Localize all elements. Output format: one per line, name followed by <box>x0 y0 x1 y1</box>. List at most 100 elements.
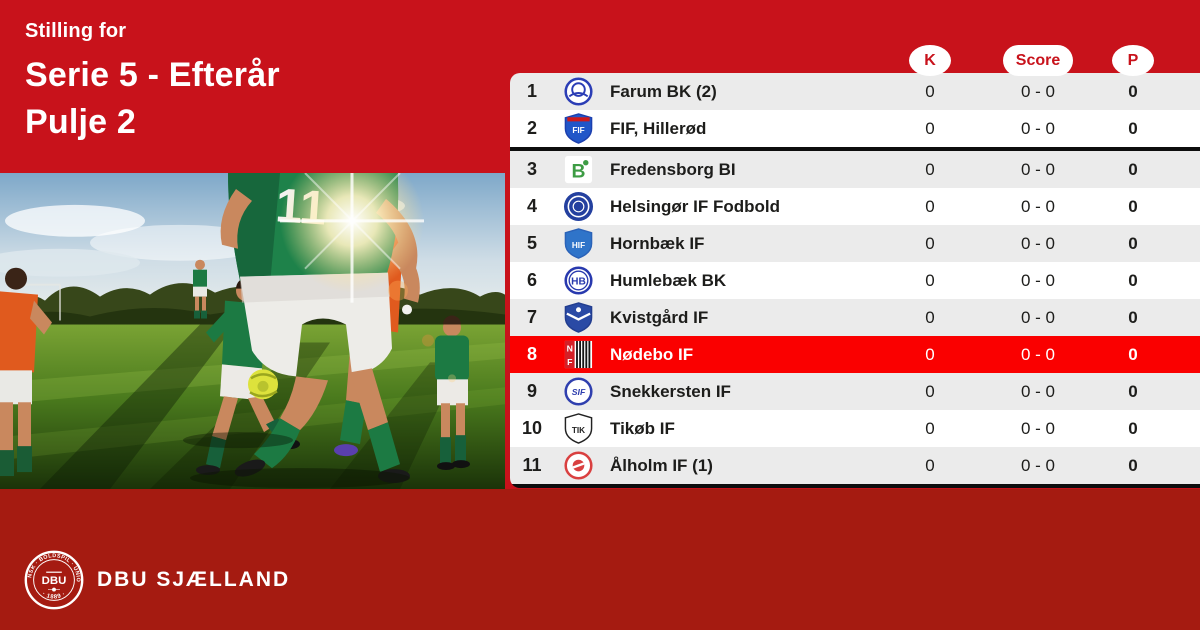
farum-bk-crest <box>554 76 602 107</box>
team-name: Snekkersten IF <box>610 381 731 401</box>
score-cell: 0 - 0 <box>1020 270 1056 290</box>
points-cell: 0 <box>1128 196 1138 216</box>
card-header: Stilling for Serie 5 - Efterår Pulje 2 <box>25 20 280 146</box>
standings-rows: 1 Farum BK (2) 0 0 - 0 0 2 FIF FIF, Hillerød 0 0 … <box>510 73 1200 488</box>
svg-text:HB: HB <box>571 276 586 287</box>
table-row-9: 9 SIF Snekkersten IF 0 0 - 0 0 <box>510 373 1200 410</box>
matches-cell: 0 <box>925 344 935 364</box>
score-cell: 0 - 0 <box>1020 233 1056 253</box>
matches-cell: 0 <box>925 418 935 438</box>
hero-photo: 11 <box>0 173 505 489</box>
score-cell: 0 - 0 <box>1020 118 1056 138</box>
score-cell: 0 - 0 <box>1020 81 1056 101</box>
position-cell: 5 <box>526 233 537 253</box>
eyebrow-text: Stilling for <box>25 20 127 42</box>
position-cell: 4 <box>526 196 537 216</box>
dbu-logo-icon: DANSK · BOLDSPIL · UNION · 1889 · DBU <box>24 550 84 610</box>
fredensborg-bi-crest: B <box>554 154 602 185</box>
tikoeb-if-crest: TIK <box>554 413 602 444</box>
table-bottom-line <box>510 484 1200 488</box>
column-badge-k: K <box>909 45 951 76</box>
kvistgaard-if-crest <box>554 302 602 333</box>
svg-text:DBU: DBU <box>42 575 67 587</box>
svg-text:FIF: FIF <box>572 126 584 135</box>
table-row-5: 5 HIF Hornbæk IF 0 0 - 0 0 <box>510 225 1200 262</box>
points-cell: 0 <box>1128 381 1138 401</box>
position-cell: 8 <box>526 344 537 364</box>
brand-name: DBU SJÆLLAND <box>97 568 291 591</box>
team-name: Nødebo IF <box>610 344 694 364</box>
matches-cell: 0 <box>925 270 935 290</box>
matches-cell: 0 <box>925 381 935 401</box>
position-cell: 6 <box>526 270 537 290</box>
team-name: Fredensborg BI <box>610 159 736 179</box>
fif-hilleroed-crest: FIF <box>554 113 602 144</box>
points-cell: 0 <box>1128 418 1138 438</box>
team-name: Kvistgård IF <box>610 307 709 327</box>
title-line-2: Pulje 2 <box>25 103 137 141</box>
team-name: Hornbæk IF <box>610 233 705 253</box>
hornbaek-if-crest: HIF <box>554 228 602 259</box>
table-row-7: 7 Kvistgård IF 0 0 - 0 0 <box>510 299 1200 336</box>
position-cell: 11 <box>522 455 542 475</box>
table-row-11: 11 Ålholm IF (1) 0 0 - 0 0 <box>510 447 1200 484</box>
table-row-2: 2 FIF FIF, Hillerød 0 0 - 0 0 <box>510 110 1200 147</box>
humlebaek-bk-crest: HB <box>554 265 602 296</box>
svg-text:TIK: TIK <box>571 426 584 435</box>
points-cell: 0 <box>1128 118 1138 138</box>
snekkersten-if-crest: SIF <box>554 376 602 407</box>
points-cell: 0 <box>1128 81 1138 101</box>
team-name: Farum BK (2) <box>610 81 717 101</box>
team-name: Ålholm IF (1) <box>610 455 713 475</box>
footer-brand: DANSK · BOLDSPIL · UNION · 1889 · DBU DB… <box>24 550 290 610</box>
svg-text:N: N <box>566 344 572 354</box>
helsingoer-if-fodbold-crest <box>554 191 602 222</box>
matches-cell: 0 <box>925 307 935 327</box>
points-cell: 0 <box>1128 159 1138 179</box>
position-cell: 3 <box>526 159 537 179</box>
matches-cell: 0 <box>925 455 935 475</box>
matches-cell: 0 <box>925 81 935 101</box>
column-badge-score: Score <box>1002 45 1074 76</box>
table-row-1: 1 Farum BK (2) 0 0 - 0 0 <box>510 73 1200 110</box>
svg-text:HIF: HIF <box>571 241 584 250</box>
points-cell: 0 <box>1128 233 1138 253</box>
position-cell: 9 <box>526 381 537 401</box>
team-name: Tikøb IF <box>610 418 675 438</box>
team-name: FIF, Hillerød <box>610 118 707 138</box>
table-row-3: 3 B Fredensborg BI 0 0 - 0 0 <box>510 151 1200 188</box>
table-row-10: 10 TIK Tikøb IF 0 0 - 0 0 <box>510 410 1200 447</box>
position-cell: 7 <box>526 307 537 327</box>
team-name: Humlebæk BK <box>610 270 727 290</box>
table-row-8: 8 N F Nødebo IF 0 0 - 0 0 <box>510 336 1200 373</box>
position-cell: 2 <box>526 118 537 138</box>
distant-ball <box>402 304 412 315</box>
match-photo-illustration: 11 <box>0 173 505 489</box>
ball <box>248 369 278 400</box>
points-cell: 0 <box>1128 455 1138 475</box>
standings-table: K Score P 1 Farum BK (2) 0 0 - 0 0 2 FIF FIF, H… <box>510 45 1200 488</box>
svg-text:F: F <box>567 357 572 367</box>
score-cell: 0 - 0 <box>1020 381 1056 401</box>
score-cell: 0 - 0 <box>1020 159 1056 179</box>
sun-flare <box>280 173 456 383</box>
score-cell: 0 - 0 <box>1020 307 1056 327</box>
promotion-divider-line <box>510 147 1200 151</box>
matches-cell: 0 <box>925 159 935 179</box>
table-row-6: 6 HB Humlebæk BK 0 0 - 0 0 <box>510 262 1200 299</box>
svg-text:B: B <box>571 161 585 183</box>
score-cell: 0 - 0 <box>1020 344 1056 364</box>
matches-cell: 0 <box>925 196 935 216</box>
points-cell: 0 <box>1128 344 1138 364</box>
score-cell: 0 - 0 <box>1020 418 1056 438</box>
column-badges: K Score P <box>510 45 1200 76</box>
points-cell: 0 <box>1128 270 1138 290</box>
matches-cell: 0 <box>925 233 935 253</box>
title-line-1: Serie 5 - Efterår <box>25 56 280 94</box>
score-cell: 0 - 0 <box>1020 455 1056 475</box>
svg-text:SIF: SIF <box>571 387 585 397</box>
team-name: Helsingør IF Fodbold <box>610 196 780 216</box>
matches-cell: 0 <box>925 118 935 138</box>
